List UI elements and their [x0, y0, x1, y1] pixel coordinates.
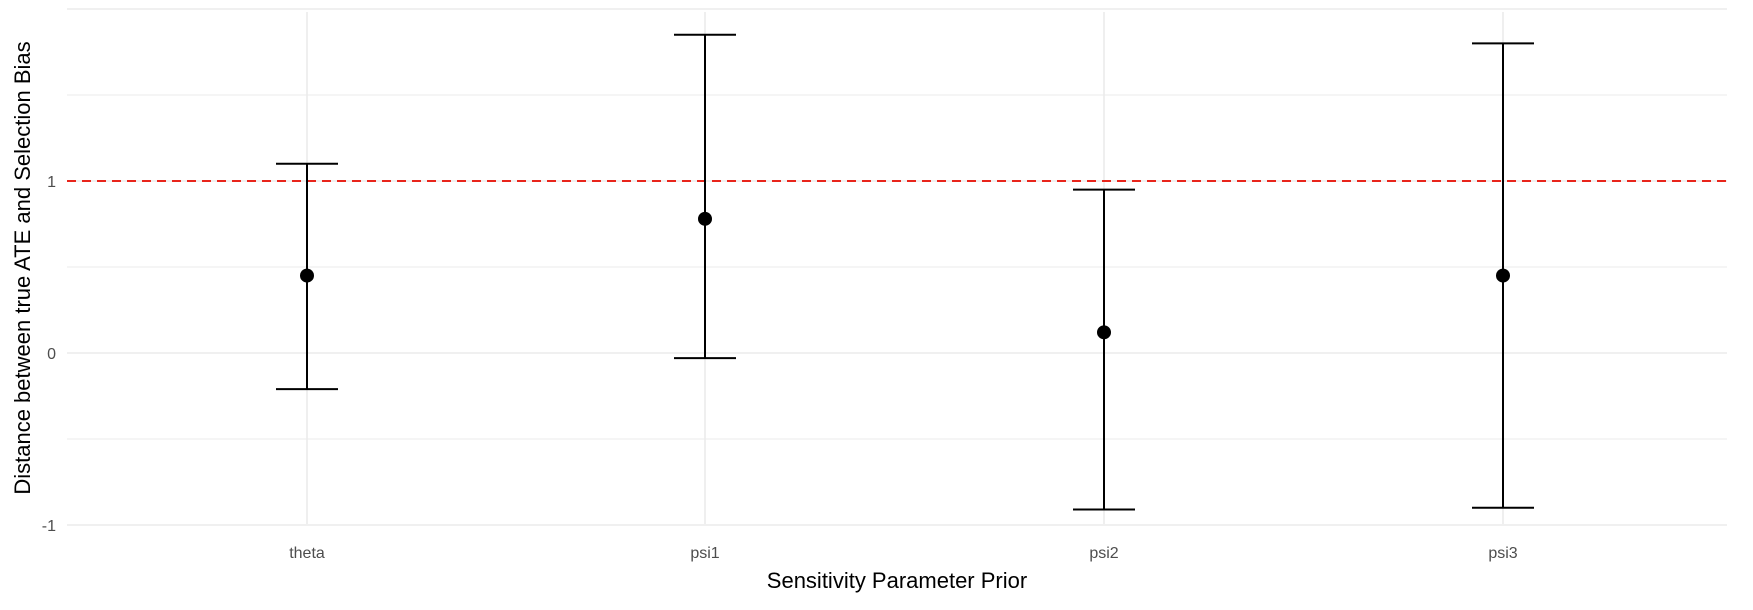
y-tick-label: 0: [47, 346, 56, 363]
point-estimate: [300, 268, 314, 283]
x-tick-label: theta: [289, 545, 325, 562]
errorbar-group-psi3: [1472, 42, 1534, 509]
errorbar-group-psi1: [674, 33, 736, 360]
marks-layer: [276, 33, 1534, 511]
x-tick-labels: theta psi1 psi2 psi3: [289, 545, 1518, 562]
x-tick-label: psi1: [690, 545, 719, 562]
point-estimate: [1496, 268, 1510, 283]
x-axis-title: Sensitivity Parameter Prior: [767, 568, 1027, 593]
x-tick-label: psi3: [1488, 545, 1517, 562]
errorbar-group-theta: [276, 162, 338, 391]
y-tick-label: -1: [42, 518, 56, 535]
x-tick-label: psi2: [1089, 545, 1118, 562]
point-estimate: [698, 211, 712, 226]
grid-layer: [67, 8, 1727, 526]
point-estimate: [1097, 325, 1111, 340]
y-tick-labels: -1 0 1: [42, 174, 56, 535]
y-axis-title: Distance between true ATE and Selection …: [10, 41, 35, 494]
y-tick-label: 1: [47, 174, 56, 191]
errorbar-group-psi2: [1073, 188, 1135, 511]
